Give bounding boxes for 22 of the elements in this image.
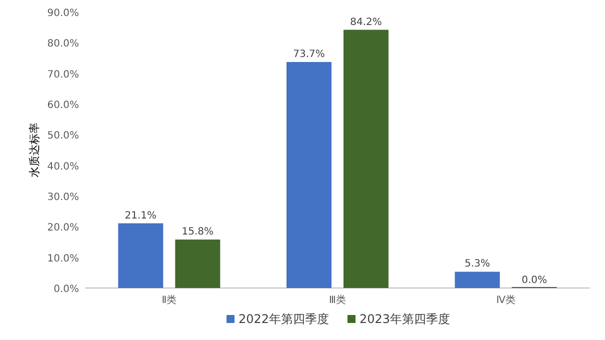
ytick: 90.0% (47, 8, 79, 19)
legend-label: 2023年第四季度 (360, 312, 450, 326)
ytick: 70.0% (47, 69, 79, 80)
value-label: 73.7% (293, 48, 325, 60)
ytick: 10.0% (47, 253, 79, 264)
ylabel: 水质达标率 (28, 122, 41, 178)
ytick: 30.0% (47, 192, 79, 203)
legend-label: 2022年第四季度 (238, 312, 330, 326)
value-label: 84.2% (350, 16, 382, 28)
ytick: 50.0% (47, 130, 79, 142)
value-label: 15.8% (182, 226, 214, 238)
ytick: 60.0% (47, 100, 79, 111)
value-label: 5.3% (464, 258, 490, 270)
xtick: Ⅳ类 (496, 295, 516, 306)
value-label: 21.1% (124, 210, 157, 222)
ytick: 20.0% (47, 222, 79, 234)
xtick: Ⅲ类 (329, 295, 346, 306)
ytick: 80.0% (47, 38, 79, 50)
ytick: 40.0% (47, 161, 79, 172)
ytick: 0.0% (54, 284, 79, 295)
xtick: Ⅱ类 (162, 295, 177, 306)
value-label: 0.0% (522, 275, 548, 286)
